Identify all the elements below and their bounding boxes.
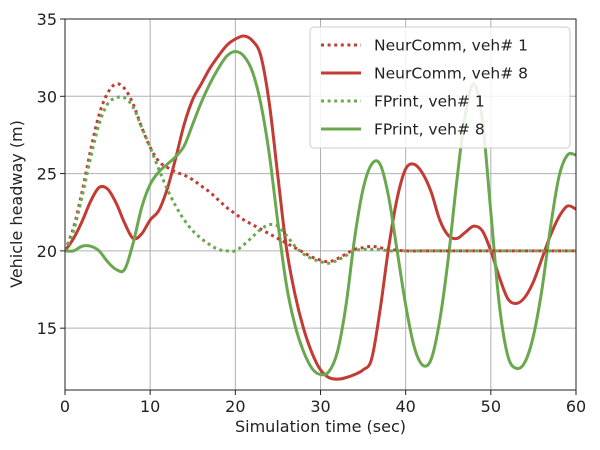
y-tick-label: 25 [37,165,57,184]
x-axis-label: Simulation time (sec) [235,417,406,436]
legend-label-2: FPrint, veh# 1 [374,93,485,111]
legend-label-1: NeurComm, veh# 8 [374,65,528,83]
series-line-2 [65,95,576,265]
axis-ticks: 0 10 20 30 40 50 60 15 20 25 30 35 [37,10,587,416]
x-tick-label: 50 [481,397,501,416]
legend-label-0: NeurComm, veh# 1 [374,37,528,55]
y-tick-label: 35 [37,10,57,29]
series-line-3 [65,49,576,377]
y-axis-label: Vehicle headway (m) [7,120,26,288]
y-tick-label: 15 [37,319,57,338]
x-tick-label: 0 [60,397,70,416]
x-tick-label: 60 [566,397,586,416]
x-tick-label: 20 [225,397,245,416]
x-tick-label: 40 [395,397,415,416]
x-tick-label: 10 [140,397,160,416]
legend-box [309,26,571,149]
legend: NeurComm, veh# 1 NeurComm, veh# 8 FPrint, … [309,26,571,149]
y-tick-label: 30 [37,87,57,106]
legend-label-3: FPrint, veh# 8 [374,121,485,139]
x-tick-label: 30 [310,397,330,416]
y-tick-label: 20 [37,242,57,261]
series-lines [65,34,576,381]
